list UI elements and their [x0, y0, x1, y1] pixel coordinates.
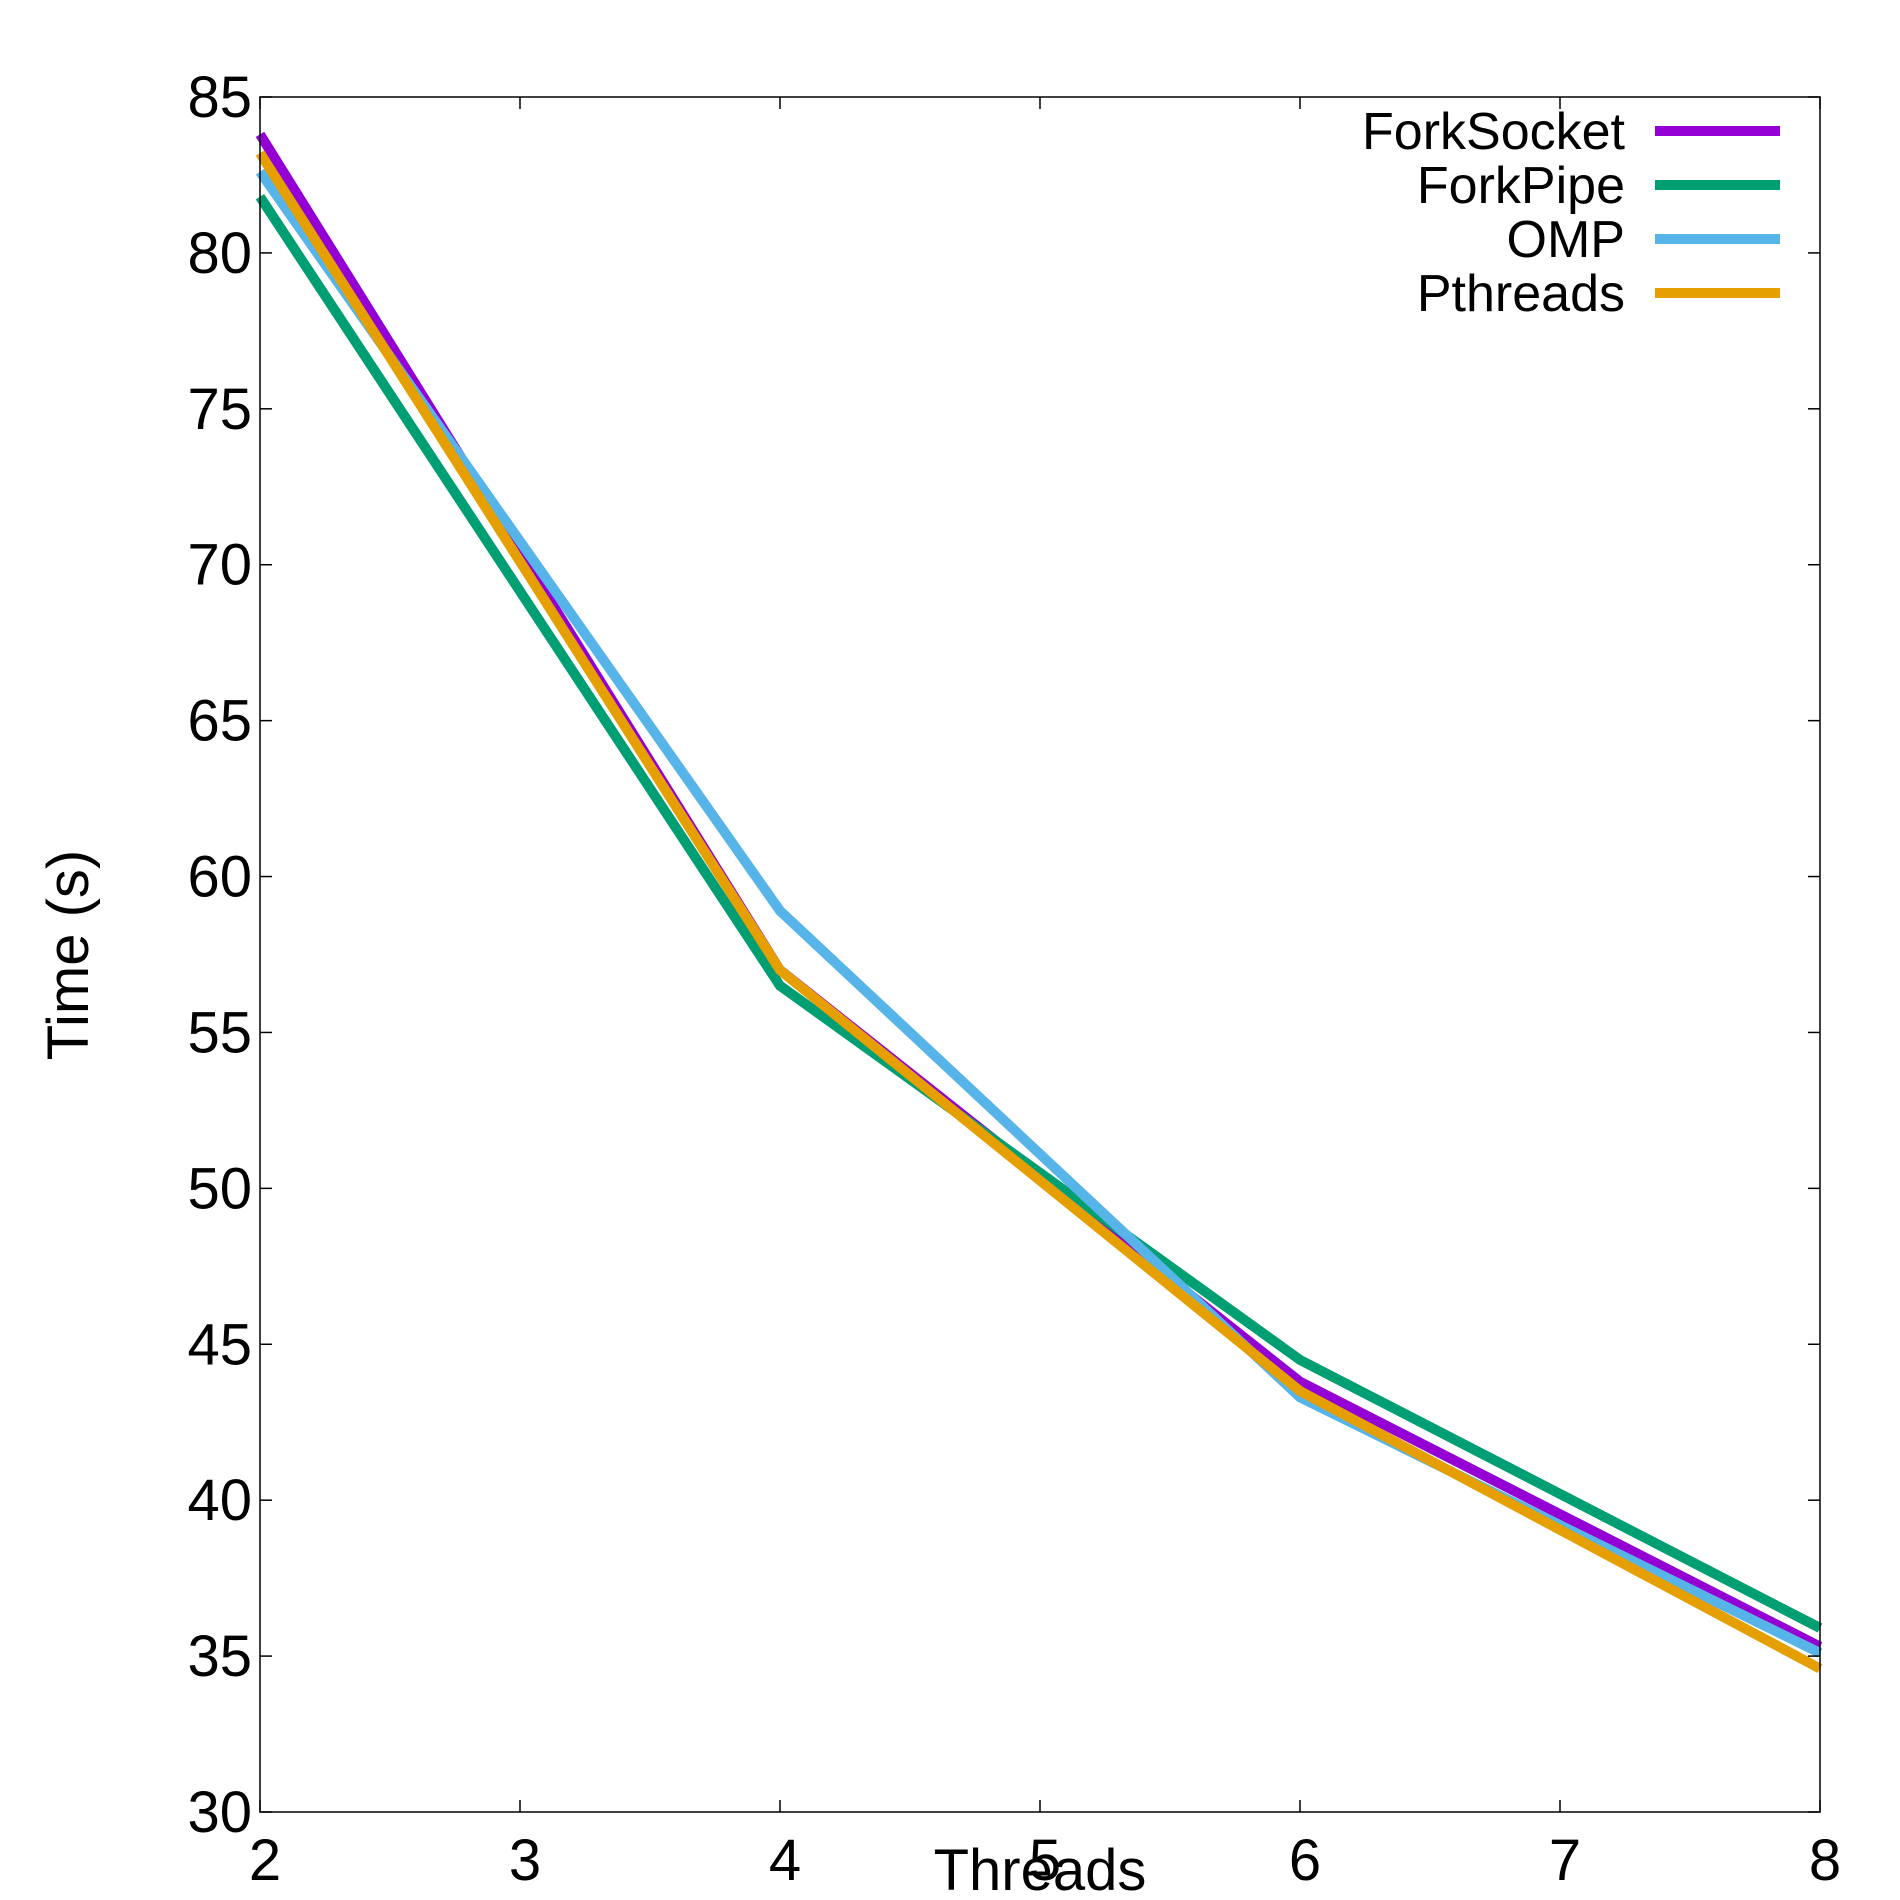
- x-axis-title: Threads: [934, 1838, 1147, 1900]
- y-tick-label: 45: [187, 1312, 252, 1377]
- series-line-pthreads: [255, 150, 1823, 1674]
- x-tick-label: 6: [1289, 1828, 1321, 1893]
- y-tick-label: 80: [187, 221, 252, 286]
- y-tick-label: 65: [187, 689, 252, 754]
- y-tick-label: 85: [187, 65, 252, 130]
- x-tick-label: 4: [769, 1828, 801, 1893]
- x-tick-label: 3: [509, 1828, 541, 1893]
- x-tick-label: 2: [249, 1828, 281, 1893]
- y-tick-label: 40: [187, 1468, 252, 1533]
- series-layer: [255, 131, 1823, 1674]
- y-tick-label: 35: [187, 1624, 252, 1689]
- legend-label: ForkPipe: [1417, 157, 1625, 215]
- legend-label: OMP: [1507, 211, 1625, 269]
- y-tick-label: 30: [187, 1780, 252, 1845]
- series-line-forkpipe: [255, 194, 1823, 1633]
- y-tick-label: 75: [187, 377, 252, 442]
- y-tick-label: 70: [187, 533, 252, 598]
- x-tick-label: 8: [1809, 1828, 1841, 1893]
- legend-label: Pthreads: [1417, 265, 1625, 323]
- y-tick-label: 50: [187, 1156, 252, 1221]
- y-axis-title: Time (s): [36, 850, 101, 1060]
- x-tick-label: 7: [1549, 1828, 1581, 1893]
- y-tick-label: 60: [187, 845, 252, 910]
- legend-label: ForkSocket: [1362, 103, 1626, 161]
- y-tick-label: 55: [187, 1000, 252, 1065]
- x-tick-label: 5: [1029, 1828, 1061, 1893]
